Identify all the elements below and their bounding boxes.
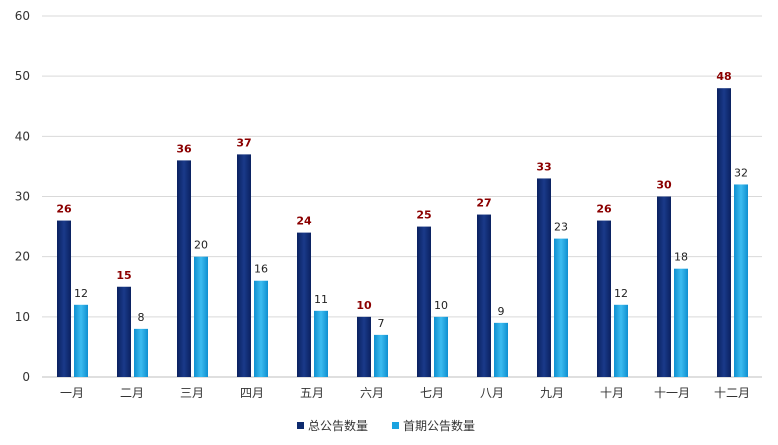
x-category-label: 十一月 [654,386,690,400]
bar-total [417,226,431,377]
x-category-label: 七月 [420,386,444,400]
x-category-label: 四月 [240,386,264,400]
x-category-label: 一月 [60,386,84,400]
data-label-first: 8 [138,311,145,324]
bar-total [237,154,251,377]
x-category-label: 三月 [180,386,204,400]
bar-total [717,88,731,377]
bar-total [117,286,131,377]
data-label-total: 26 [56,203,72,216]
y-tick-label: 0 [22,370,30,384]
bar-first [254,280,268,377]
bar-first [434,316,448,377]
y-axis-ticks: 0 10 20 30 40 50 60 [15,9,30,384]
legend-swatch-total [297,422,304,429]
x-category-label: 二月 [120,386,144,400]
y-tick-label: 50 [15,69,30,83]
bar-first [74,304,88,377]
bar-total [597,220,611,377]
bar-first [134,328,148,377]
legend: 总公告数量 首期公告数量 [297,418,475,433]
data-label-first: 32 [734,166,748,179]
bar-total [357,316,371,377]
y-tick-label: 10 [15,310,30,324]
bar-first [674,268,688,377]
data-label-total: 48 [716,70,731,83]
bar-first [614,304,628,377]
data-label-first: 9 [498,305,505,318]
bar-first [554,238,568,377]
bar-first [374,334,388,377]
data-label-first: 12 [74,287,88,300]
bar-total [477,214,491,377]
bar-first [494,322,508,377]
data-label-first: 16 [254,263,268,276]
legend-label: 总公告数量 [308,418,368,433]
x-category-label: 九月 [540,386,564,400]
data-label-total: 36 [176,142,192,155]
data-label-total: 10 [356,299,372,312]
x-axis-categories: 一月 二月 三月 四月 五月 六月 七月 八月 九月 十月 十一月 十二月 [60,386,750,400]
data-label-first: 12 [614,287,628,300]
data-label-total: 25 [416,209,431,222]
bar-total [537,178,551,377]
gridlines [42,15,762,378]
x-category-label: 十月 [600,386,624,400]
x-category-label: 六月 [360,386,384,400]
bar-total [657,196,671,377]
data-label-total: 24 [296,215,312,228]
bars [57,88,748,377]
y-tick-label: 40 [15,129,30,143]
data-label-total: 27 [476,197,491,210]
legend-label: 首期公告数量 [403,418,475,433]
data-label-first: 7 [378,317,385,330]
bar-total [297,232,311,377]
data-labels: 26 12 15 8 36 20 37 16 24 11 10 7 25 10 27 9 33 23 26 12 30 1… [56,70,748,330]
data-label-total: 26 [596,203,612,216]
data-label-first: 23 [554,221,568,234]
data-label-first: 20 [194,239,208,252]
data-label-first: 10 [434,299,448,312]
data-label-first: 18 [674,251,688,264]
data-label-total: 15 [116,269,131,282]
data-label-total: 30 [656,179,672,192]
data-label-first: 11 [314,293,328,306]
x-category-label: 八月 [480,386,504,400]
y-tick-label: 30 [15,190,30,204]
bar-total [177,160,191,377]
data-label-total: 33 [536,160,551,173]
x-category-label: 五月 [300,386,324,400]
bar-first [194,256,208,377]
bar-first [314,310,328,377]
legend-swatch-first [392,422,399,429]
bar-total [57,220,71,377]
x-category-label: 十二月 [714,386,750,400]
bar-first [734,184,748,377]
y-tick-label: 60 [15,9,30,23]
y-tick-label: 20 [15,250,30,264]
data-label-total: 37 [236,136,251,149]
